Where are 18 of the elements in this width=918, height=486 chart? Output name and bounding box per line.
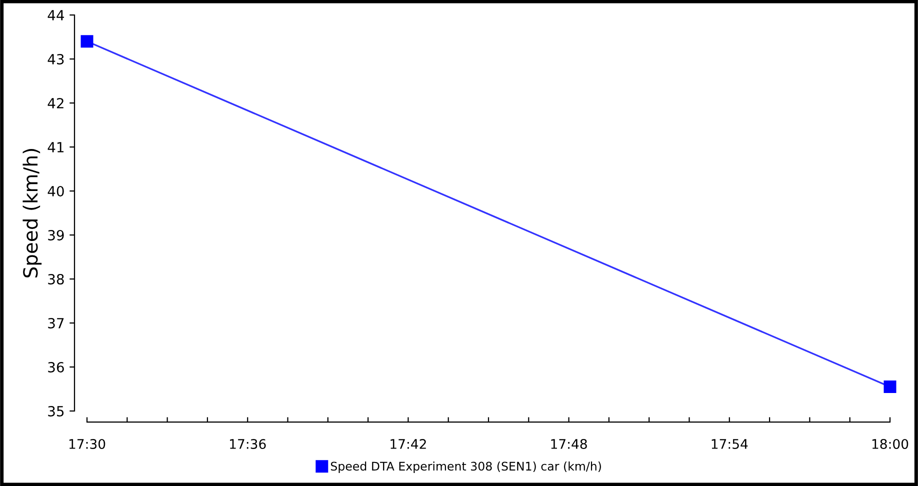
y-tick-label: 40	[48, 186, 64, 196]
x-tick-label: 17:48	[551, 439, 587, 449]
y-tick-label: 37	[48, 318, 64, 328]
y-tick-label: 39	[48, 230, 64, 240]
y-axis-title: Speed (km/h)	[22, 148, 42, 278]
y-tick-label: 38	[48, 274, 64, 284]
legend-label: Speed DTA Experiment 308 (SEN1) car (km/h)	[330, 462, 601, 473]
x-tick-label: 18:00	[872, 439, 908, 449]
y-tick-label: 44	[48, 10, 64, 20]
y-tick-label: 42	[48, 98, 64, 108]
x-tick-label: 17:54	[712, 439, 748, 449]
x-tick-label: 17:30	[69, 439, 106, 449]
x-tick-label: 17:36	[230, 439, 266, 449]
y-tick-label: 35	[48, 406, 64, 416]
x-tick-label: 17:42	[390, 439, 426, 449]
y-tick-label: 43	[48, 54, 64, 64]
y-tick-label: 36	[48, 362, 64, 372]
y-tick-label: 41	[48, 142, 64, 152]
